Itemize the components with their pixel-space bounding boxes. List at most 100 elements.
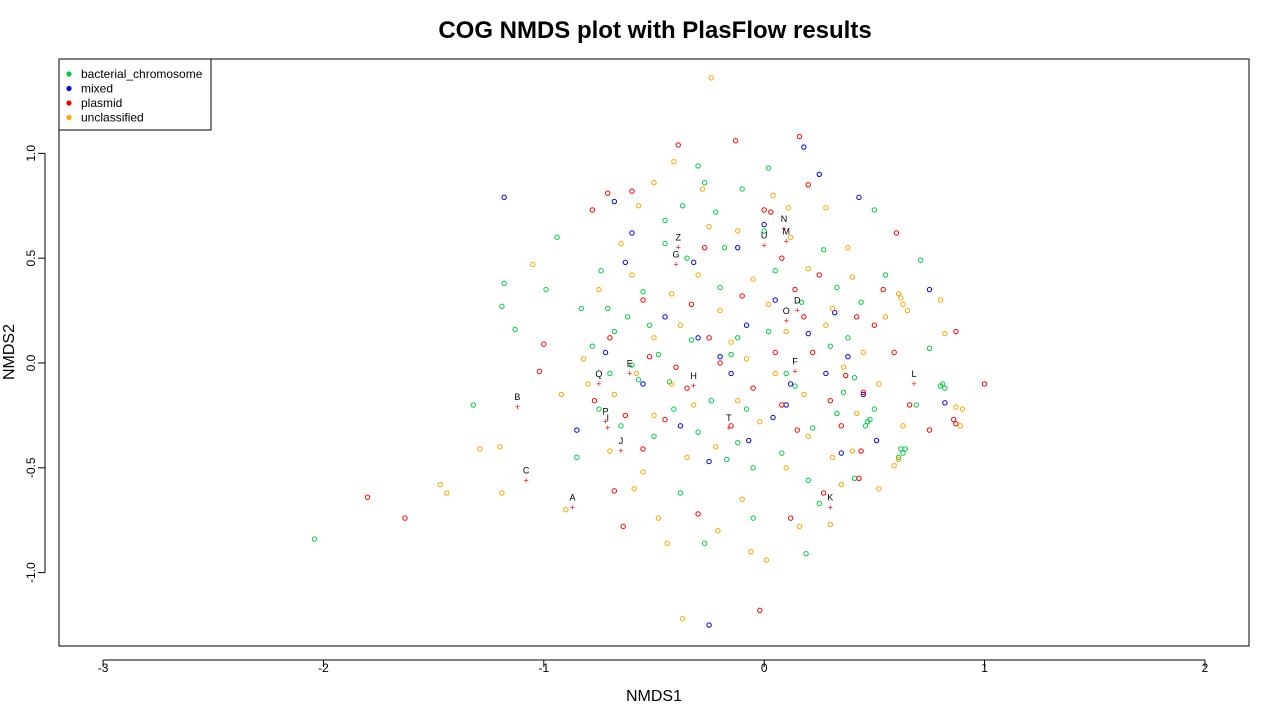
data-point: [589, 343, 595, 349]
data-point: [779, 450, 785, 456]
data-point: [865, 418, 871, 425]
data-point: [926, 345, 933, 352]
data-point: [554, 234, 560, 240]
legend-item-bacterial-chromosome: bacterial_chromosome: [66, 67, 203, 81]
data-point: [715, 527, 721, 534]
legend: bacterial_chromosomemixedplasmidunclassi…: [58, 58, 212, 131]
data-point: [860, 391, 867, 398]
data-point: [605, 190, 611, 196]
data-point: [805, 433, 811, 440]
cog-plus-marker: +: [762, 241, 767, 251]
data-point: [688, 337, 695, 343]
data-point: [809, 349, 816, 356]
data-point: [849, 448, 856, 454]
data-point: [770, 192, 776, 198]
data-point: [611, 488, 618, 494]
data-point: [772, 268, 778, 274]
data-point: [563, 507, 569, 513]
data-point: [717, 284, 723, 291]
cog-plus-marker: +: [524, 475, 529, 485]
data-point: [763, 557, 770, 563]
legend-swatch: [66, 71, 72, 77]
data-point: [695, 272, 701, 278]
data-point: [746, 437, 752, 444]
chart-title: COG NMDS plot with PlasFlow results: [438, 17, 871, 44]
data-point: [880, 286, 886, 293]
data-point: [671, 159, 677, 165]
data-point: [787, 234, 794, 240]
data-point: [662, 217, 668, 224]
data-point: [926, 427, 933, 433]
cog-label: C: [523, 465, 530, 475]
data-point: [805, 182, 811, 188]
data-point: [688, 301, 695, 307]
data-point: [651, 433, 657, 440]
data-point: [622, 412, 629, 419]
x-tick-label: 0: [761, 661, 768, 675]
data-point: [805, 330, 811, 337]
data-point: [942, 330, 948, 337]
data-point: [690, 259, 697, 266]
data-point: [957, 423, 964, 429]
data-point: [765, 301, 772, 307]
cog-plus-marker: +: [618, 446, 623, 456]
data-point: [801, 144, 807, 150]
x-tick-label: -1: [538, 661, 549, 675]
cog-marker-Z: +Z: [675, 233, 681, 253]
data-point: [668, 381, 675, 387]
data-point: [783, 370, 789, 377]
data-point: [851, 374, 858, 381]
legend-label: mixed: [81, 82, 113, 96]
x-tick-label: -2: [318, 661, 329, 675]
data-point: [849, 274, 856, 280]
data-point: [629, 272, 635, 278]
data-point: [640, 297, 646, 303]
data-point: [640, 469, 646, 475]
y-axis-label: NMDS2: [1, 324, 18, 380]
data-point: [713, 209, 719, 215]
data-point: [787, 515, 794, 521]
cog-plus-marker: +: [673, 259, 678, 269]
data-point: [805, 265, 811, 272]
data-point: [651, 335, 657, 341]
data-point: [860, 349, 867, 356]
data-point: [574, 427, 580, 433]
x-tick-label: 2: [1202, 661, 1209, 675]
data-point: [713, 444, 719, 450]
data-point: [611, 328, 618, 335]
data-point: [717, 360, 723, 366]
data-point: [834, 284, 840, 291]
series-bacterial-chromosome: [311, 163, 948, 557]
data-point: [735, 398, 741, 404]
data-point: [854, 410, 860, 416]
scatter-points: [311, 75, 988, 628]
data-point: [589, 207, 595, 213]
cog-label: P: [603, 407, 609, 417]
data-point: [823, 205, 829, 211]
cog-plus-marker: +: [515, 402, 520, 412]
data-point: [640, 381, 646, 387]
data-point: [953, 328, 959, 335]
data-point: [664, 540, 670, 546]
data-point: [651, 412, 657, 419]
y-axis: -1.0 -0.5 0.0 0.5 1.0: [24, 145, 46, 583]
cog-marker-B: +B: [514, 392, 520, 412]
data-point: [873, 437, 880, 444]
legend-item-mixed: mixed: [66, 82, 113, 96]
data-point: [437, 481, 443, 488]
legend-box: [58, 58, 212, 131]
data-point: [444, 490, 450, 496]
data-point: [728, 339, 734, 345]
data-point: [402, 515, 408, 521]
data-point: [750, 515, 756, 521]
data-point: [501, 280, 507, 287]
cog-plus-marker: +: [792, 366, 797, 376]
data-point: [675, 142, 681, 148]
data-point: [913, 402, 919, 408]
data-point: [611, 391, 618, 398]
data-point: [677, 490, 684, 496]
cog-label: K: [827, 493, 833, 503]
data-point: [906, 402, 913, 408]
data-point: [728, 370, 734, 377]
data-point: [838, 481, 845, 488]
